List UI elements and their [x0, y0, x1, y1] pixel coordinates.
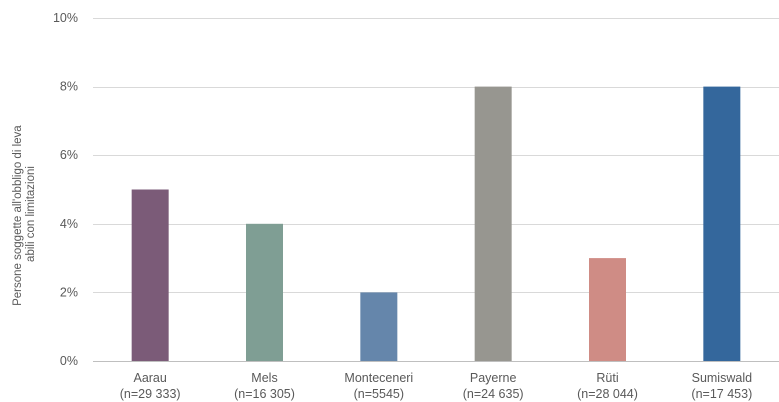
x-tick-sample-size: (n=24 635): [463, 387, 524, 401]
y-tick-label: 6%: [60, 148, 78, 162]
y-tick-label: 10%: [53, 11, 78, 25]
x-tick-label: Monteceneri: [344, 371, 413, 385]
bar-sumiswald: [703, 86, 741, 361]
x-tick-sample-size: (n=17 453): [691, 387, 752, 401]
x-tick-sample-size: (n=28 044): [577, 387, 638, 401]
y-axis-label-line-1: Persone soggette all'obbligo di leva: [12, 125, 24, 306]
bar-aarau: [131, 189, 169, 361]
y-tick-label: 8%: [60, 80, 78, 94]
y-tick-label: 2%: [60, 285, 78, 299]
x-tick-sample-size: (n=16 305): [234, 387, 295, 401]
bars: [131, 86, 741, 361]
x-tick-sample-size: (n=5545): [354, 387, 404, 401]
y-axis-label: Persone soggette all'obbligo di leva abi…: [12, 122, 37, 306]
y-tick-label: 0%: [60, 354, 78, 368]
x-tick-label: Payerne: [470, 371, 517, 385]
y-axis-label-line-2: abili con limitazioni: [25, 166, 37, 262]
bar-payerne: [474, 86, 512, 361]
x-tick-label: Sumiswald: [692, 371, 752, 385]
x-tick-sample-size: (n=29 333): [120, 387, 181, 401]
x-tick-label: Rüti: [596, 371, 618, 385]
x-tick-label: Aarau: [133, 371, 166, 385]
x-axis-labels: Aarau (n=29 333) Mels (n=16 305) Monteceneri…: [120, 371, 752, 401]
gridlines: [93, 18, 779, 362]
y-tick-label: 4%: [60, 217, 78, 231]
bar-rüti: [589, 258, 626, 361]
bar-mels: [246, 223, 283, 361]
y-axis-ticks: 0% 2% 4% 6% 8% 10%: [53, 11, 78, 368]
x-tick-label: Mels: [251, 371, 277, 385]
bar-monteceneri: [360, 292, 398, 361]
